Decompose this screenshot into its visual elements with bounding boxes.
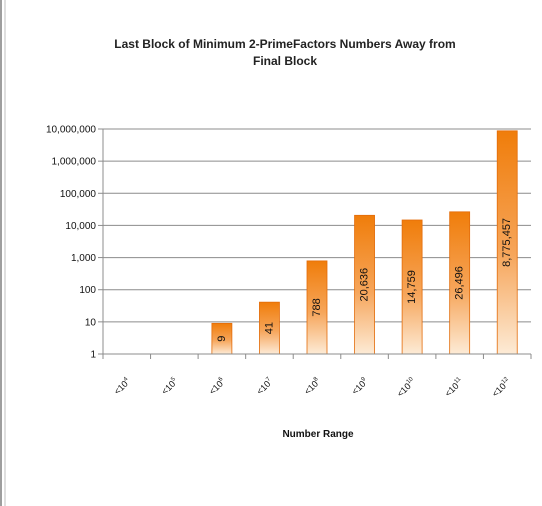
chart-title-line2: Final Block bbox=[253, 54, 317, 68]
y-tick-label: 1 bbox=[90, 350, 96, 361]
y-tick-label: 1,000 bbox=[71, 253, 96, 264]
x-tick-label: <1010 bbox=[395, 376, 418, 399]
data-label: 9 bbox=[216, 336, 228, 342]
y-tick-label: 100,000 bbox=[60, 189, 97, 200]
data-label: 26,496 bbox=[454, 266, 466, 300]
x-tick-label: <108 bbox=[302, 376, 323, 397]
x-axis-tick-labels: <104 <105 <106 <107 <108 <109 <1010 <1011 <1012 bbox=[112, 376, 513, 399]
x-tick-label: <104 bbox=[112, 376, 133, 397]
x-tick-label: <107 bbox=[255, 376, 276, 397]
bars bbox=[211, 130, 518, 355]
y-tick-label: 10,000 bbox=[65, 221, 96, 232]
y-tick-label: 100 bbox=[79, 285, 96, 296]
x-tick-label: <1011 bbox=[443, 376, 466, 399]
x-tick-label: <1012 bbox=[490, 376, 513, 399]
y-tick-label: 10,000,000 bbox=[46, 125, 96, 136]
axes bbox=[98, 128, 532, 359]
data-label: 14,759 bbox=[406, 270, 418, 304]
y-axis-tick-labels: 1 10 100 1,000 10,000 100,000 1,000,000 10,000,… bbox=[46, 125, 97, 361]
y-tick-label: 10 bbox=[85, 317, 97, 328]
y-tick-label: 1,000,000 bbox=[52, 157, 97, 168]
gridlines bbox=[103, 128, 531, 323]
x-tick-label: <105 bbox=[160, 376, 181, 397]
data-label: 41 bbox=[263, 322, 275, 334]
x-tick-label: <106 bbox=[207, 376, 228, 397]
chart-title-line1: Last Block of Minimum 2-PrimeFactors Num… bbox=[114, 37, 455, 51]
data-label: 788 bbox=[311, 298, 323, 316]
x-tick-label: <109 bbox=[350, 376, 371, 397]
data-label: 8,775,457 bbox=[501, 218, 513, 267]
data-labels: 9 41 788 20,636 14,759 26,496 8,775,457 bbox=[216, 218, 513, 342]
x-axis-title: Number Range bbox=[282, 429, 354, 440]
data-label: 20,636 bbox=[359, 268, 371, 302]
